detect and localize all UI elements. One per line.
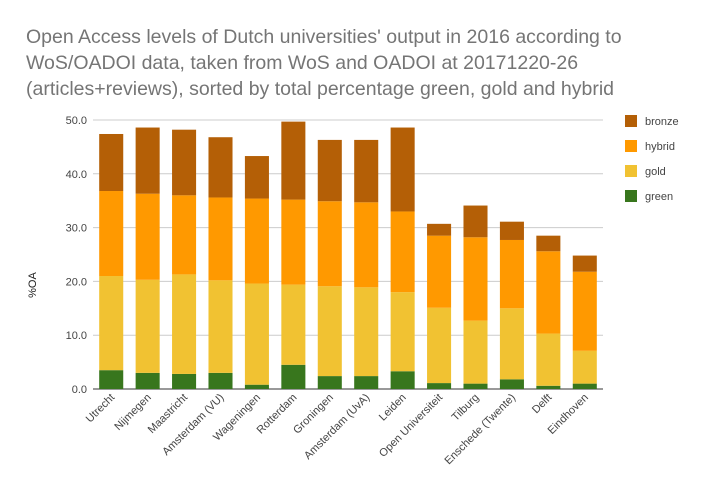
bar-hybrid [135,193,160,280]
chart-title: Open Access levels of Dutch universities… [26,26,622,100]
bar-hybrid [390,211,415,293]
bar-green [172,373,197,389]
bar-gold [135,279,160,373]
bar-bronze [281,121,306,200]
y-tick-label: 30.0 [66,223,87,235]
y-axis-title: %OA [27,272,39,298]
bars [99,121,597,389]
bar-bronze [354,139,379,203]
x-tick-label: Tilburg [450,392,482,424]
legend-label-gold: gold [645,166,666,178]
x-tick-label: Amsterdam (VU) [160,392,226,458]
bar-hybrid [354,202,379,288]
bar-bronze [499,221,524,240]
bar-hybrid [172,195,197,275]
legend: bronze hybrid gold green [625,115,679,203]
bar-hybrid [244,198,269,284]
bar-hybrid [427,235,452,308]
legend-label-bronze: bronze [645,116,679,128]
bar-green [572,383,597,389]
x-tick-label: Utrecht [84,392,118,426]
x-tick-label: Leiden [377,392,409,424]
x-tick-label: Amsterdam (UvA) [302,392,372,462]
bar-gold [317,286,342,377]
bar-bronze [172,129,197,196]
bar-green [354,376,379,389]
bar-gold [536,333,561,386]
bar-gold [208,280,233,373]
bar-bronze [317,139,342,202]
bar-hybrid [536,251,561,334]
bar-green [135,372,160,389]
bar-hybrid [463,237,488,321]
bar-hybrid [317,201,342,287]
gridlines [93,119,603,390]
bar-gold [244,283,269,385]
bar-green [99,370,124,389]
bar-bronze [244,156,269,199]
y-tick-label: 50.0 [66,115,87,127]
bar-gold [99,276,124,371]
bar-green [427,383,452,389]
legend-swatch-hybrid [625,140,637,152]
bar-gold [390,292,415,372]
bar-bronze [99,133,124,192]
legend-swatch-green [625,190,637,202]
bar-hybrid [281,199,306,285]
bar-bronze [208,137,233,198]
bar-hybrid [99,191,124,277]
y-tick-label: 10.0 [66,330,87,342]
bar-bronze [536,235,561,252]
bar-hybrid [208,197,233,281]
bar-green [208,372,233,389]
bar-hybrid [572,271,597,351]
bar-gold [427,307,452,384]
bar-gold [354,287,379,377]
bar-bronze [427,223,452,236]
legend-label-hybrid: hybrid [645,141,675,153]
bar-bronze [572,255,597,272]
bar-green [499,379,524,389]
x-tick-label: Open Universiteit [377,392,445,460]
bar-green [390,371,415,389]
bar-gold [172,274,197,374]
legend-swatch-bronze [625,115,637,127]
bar-green [536,385,561,389]
bar-gold [572,350,597,384]
bar-gold [499,308,524,380]
bar-green [281,364,306,389]
x-tick-label: Delft [530,392,554,416]
y-tick-label: 40.0 [66,169,87,181]
x-tick-label: Enschede (Twente) [443,392,519,468]
y-tick-label: 20.0 [66,276,87,288]
bar-bronze [390,127,415,212]
y-tick-label: 0.0 [72,384,87,396]
bar-green [244,384,269,389]
legend-swatch-gold [625,165,637,177]
bar-hybrid [499,239,524,309]
bar-gold [463,320,488,384]
bar-gold [281,284,306,365]
bar-bronze [463,205,488,238]
bar-green [463,383,488,389]
bar-bronze [135,127,160,194]
bar-green [317,376,342,389]
legend-label-green: green [645,191,673,203]
